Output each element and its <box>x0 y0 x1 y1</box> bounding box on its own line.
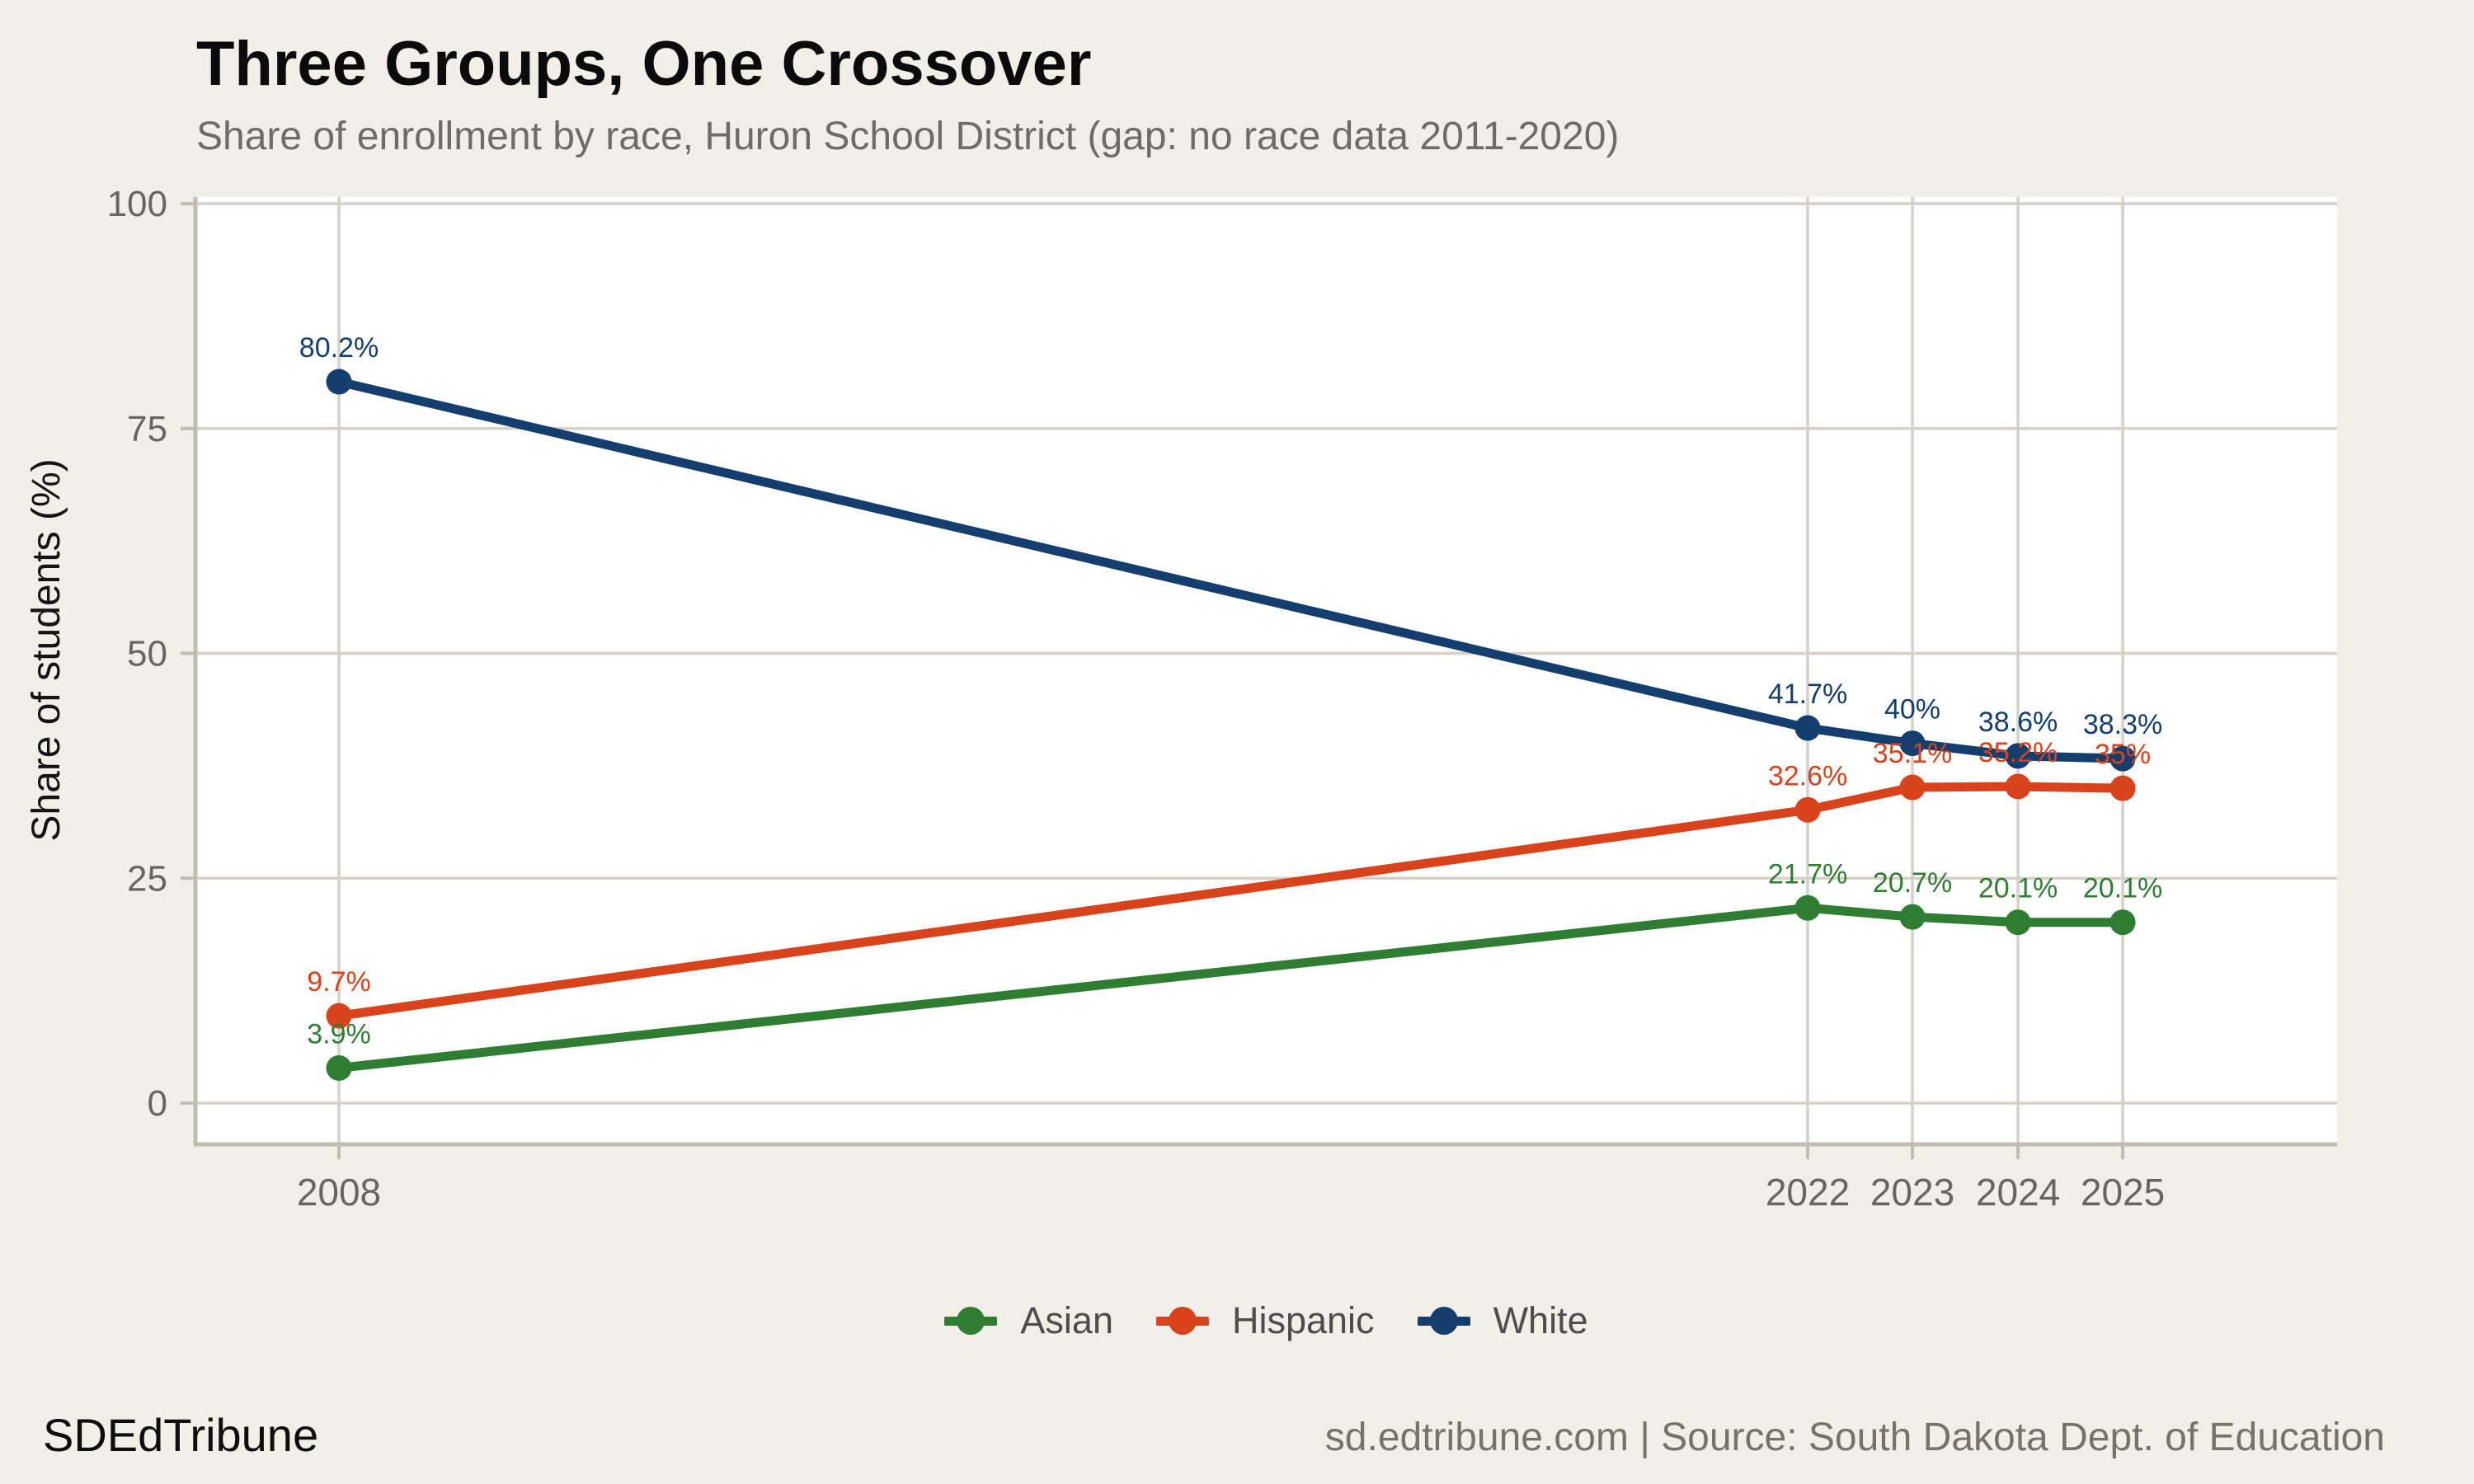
chart-title: Three Groups, One Crossover <box>196 29 1092 99</box>
data-point <box>2005 773 2031 800</box>
x-tick-label: 2008 <box>297 1171 381 1214</box>
x-tick-label: 2024 <box>1976 1171 2060 1214</box>
y-tick-label: 75 <box>127 409 167 449</box>
y-tick-labels: 0 25 50 75 100 <box>107 184 167 1124</box>
asian-line-point-icon <box>944 1306 998 1336</box>
legend-item-white: White <box>1417 1299 1588 1342</box>
data-point <box>2109 909 2136 936</box>
y-axis-title: Share of students (%) <box>25 458 68 841</box>
data-point-label: 80.2% <box>299 332 379 364</box>
data-point-label: 40% <box>1884 694 1940 726</box>
data-point-label: 35% <box>2095 739 2151 770</box>
data-labels-hispanic: 9.7% 32.6% 35.1% 35.2% 35% <box>307 737 2151 998</box>
legend: Asian Hispanic White <box>195 1288 2337 1354</box>
data-point <box>2005 909 2031 936</box>
data-point <box>2109 775 2136 801</box>
y-tick-label: 0 <box>148 1083 167 1124</box>
data-point <box>1899 730 1926 757</box>
data-point-label: 38.6% <box>1978 707 2058 738</box>
series-hispanic <box>326 773 2136 1029</box>
data-point-label: 9.7% <box>307 966 371 998</box>
legend-label-hispanic: Hispanic <box>1231 1299 1375 1341</box>
hispanic-line-point-icon <box>1155 1306 1209 1336</box>
data-labels-asian: 3.9% 21.7% 20.7% 20.1% 20.1% <box>307 858 2162 1050</box>
legend-item-hispanic: Hispanic <box>1155 1299 1375 1342</box>
series-white <box>326 369 2136 772</box>
data-point-label: 41.7% <box>1768 679 1847 710</box>
data-point <box>326 369 352 395</box>
data-point-label: 38.3% <box>2083 709 2162 740</box>
plot-area <box>195 197 2337 1144</box>
legend-label-white: White <box>1493 1299 1588 1341</box>
data-point-label: 20.1% <box>1978 873 2058 904</box>
legend-label-asian: Asian <box>1020 1299 1113 1341</box>
data-point <box>2109 745 2136 772</box>
x-tick-label: 2025 <box>2081 1171 2165 1214</box>
x-tick-label: 2023 <box>1870 1171 1954 1214</box>
data-point-label: 3.9% <box>307 1018 371 1050</box>
x-tick-label: 2022 <box>1766 1171 1850 1214</box>
data-point <box>1794 715 1821 741</box>
legend-item-asian: Asian <box>944 1299 1113 1342</box>
x-tick-labels: 2008 2022 2023 2024 2025 <box>297 1171 2165 1214</box>
data-point <box>1794 895 1821 921</box>
y-tick-label: 100 <box>107 184 167 224</box>
data-point <box>326 1054 352 1081</box>
data-point-label: 35.2% <box>1978 737 2058 768</box>
brand-logo-text: SDEdTribune <box>43 1409 319 1461</box>
series-asian <box>326 895 2136 1081</box>
data-labels-white: 80.2% 41.7% 40% 38.6% 38.3% <box>299 332 2162 740</box>
source-attribution: sd.edtribune.com | Source: South Dakota … <box>1324 1416 2385 1459</box>
gridlines <box>195 197 2337 1144</box>
data-point <box>1794 796 1821 823</box>
data-point <box>326 1003 352 1029</box>
data-point-label: 20.7% <box>1873 867 1952 899</box>
y-tick-label: 50 <box>127 634 167 674</box>
data-point-label: 32.6% <box>1768 760 1847 791</box>
data-point-label: 35.1% <box>1873 738 1952 769</box>
chart-subtitle: Share of enrollment by race, Huron Schoo… <box>196 115 1620 158</box>
data-point <box>1899 904 1926 930</box>
axes <box>181 197 2337 1159</box>
y-tick-label: 25 <box>127 858 167 899</box>
white-line-point-icon <box>1417 1306 1470 1336</box>
data-point-label: 20.1% <box>2083 873 2162 904</box>
data-point <box>2005 743 2031 769</box>
data-point-label: 21.7% <box>1768 858 1847 890</box>
data-point <box>1899 774 1926 801</box>
